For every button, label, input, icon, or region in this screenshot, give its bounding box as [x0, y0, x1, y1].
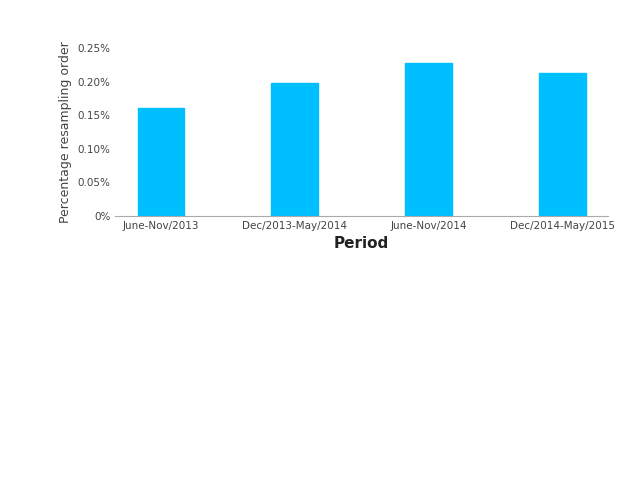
- Bar: [138, 108, 184, 216]
- Bar: [271, 83, 318, 216]
- Bar: [539, 73, 586, 216]
- Y-axis label: Percentage resampling order: Percentage resampling order: [59, 41, 72, 223]
- Bar: [405, 63, 452, 216]
- X-axis label: Period: Period: [334, 237, 389, 252]
